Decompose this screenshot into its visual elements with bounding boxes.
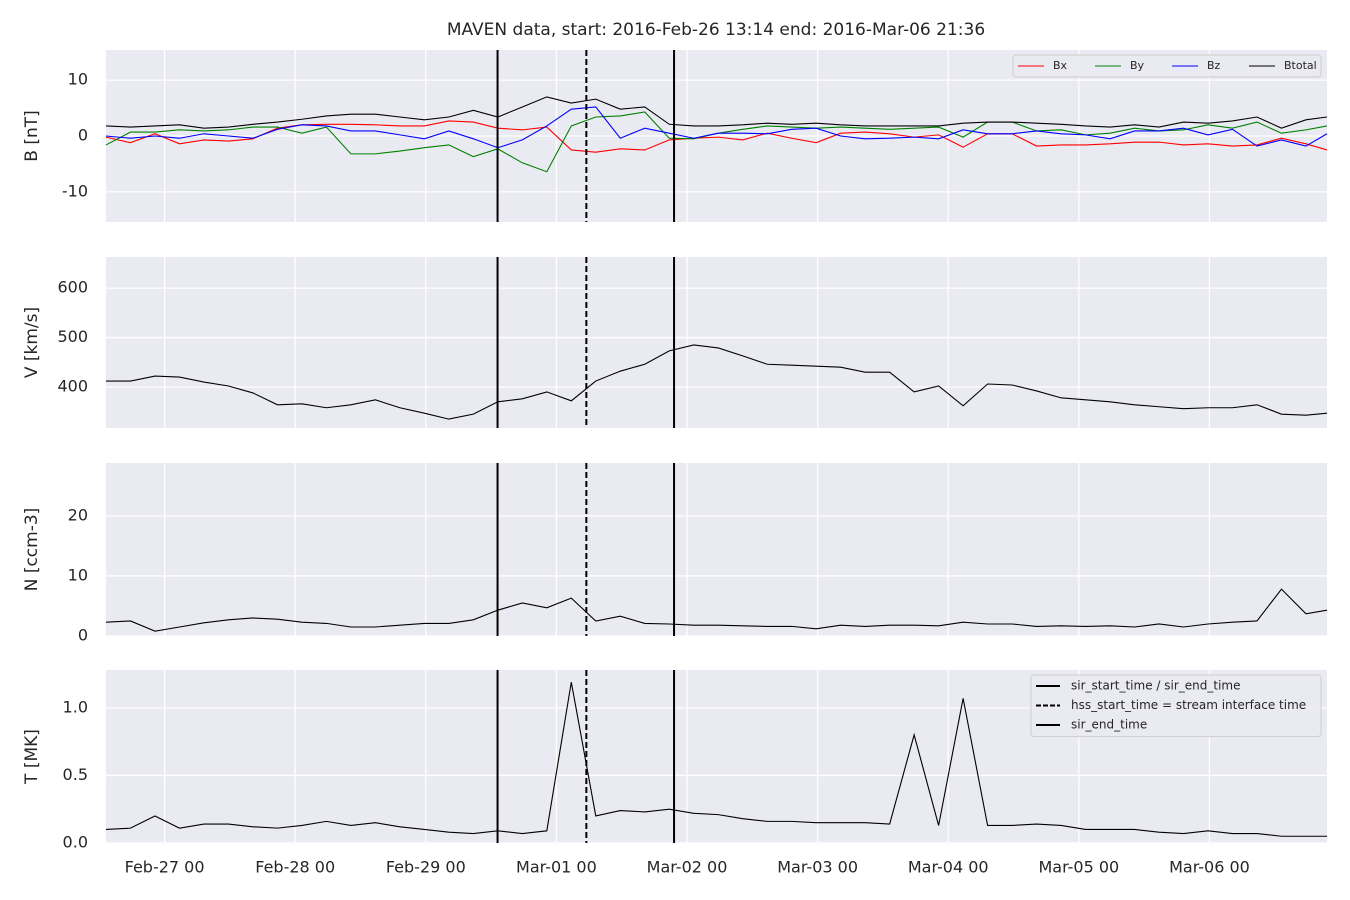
chart-title: MAVEN data, start: 2016-Feb-26 13:14 end… — [447, 20, 985, 40]
legend-label: sir_end_time — [1071, 718, 1147, 732]
y-tick-label: 600 — [57, 278, 88, 297]
plot-background — [106, 463, 1327, 636]
data-line — [106, 344, 1328, 420]
legend: Bx By Bz Btotal — [1012, 54, 1322, 78]
y-tick-label: 0.0 — [63, 833, 88, 852]
x-tick-label: Mar-02 00 — [647, 858, 728, 877]
x-tick-label: Mar-05 00 — [1038, 858, 1119, 877]
legend-label: Btotal — [1284, 59, 1317, 72]
data-line — [105, 106, 1328, 149]
x-tick-label: Mar-01 00 — [516, 858, 597, 877]
legend-label: Bx — [1053, 59, 1068, 72]
data-line — [105, 588, 1328, 632]
y-tick-label: 0 — [78, 626, 88, 645]
y-tick-label: 0.5 — [63, 765, 88, 784]
y-tick-label: 1.0 — [63, 697, 88, 716]
x-tick-label: Mar-06 00 — [1169, 858, 1250, 877]
legend-label: Bz — [1207, 59, 1221, 72]
y-tick-label: 0 — [78, 126, 88, 145]
x-tick-label: Feb-28 00 — [255, 858, 335, 877]
data-line — [105, 682, 1327, 837]
x-tick-label: Mar-03 00 — [777, 858, 858, 877]
legend-box — [1030, 674, 1322, 737]
y-tick-label: -10 — [62, 181, 88, 200]
y-tick-label: 10 — [68, 70, 88, 89]
data-line — [105, 120, 1328, 153]
x-tick-label: Feb-27 00 — [125, 858, 205, 877]
data-line — [105, 96, 1328, 129]
y-tick-label: 20 — [68, 505, 88, 524]
plot-background — [106, 257, 1327, 428]
y-tick-label: 500 — [57, 327, 88, 346]
legend-label: sir_start_time / sir_end_time — [1071, 679, 1241, 693]
y-axis-label: B [nT] — [22, 110, 42, 162]
x-tick-label: Feb-29 00 — [386, 858, 466, 877]
x-tick-label: Mar-04 00 — [908, 858, 989, 877]
legend: sir_start_time / sir_end_time hss_start_t… — [1030, 674, 1322, 737]
legend-label: hss_start_time = stream interface time — [1071, 698, 1306, 712]
y-axis-label: V [km/s] — [22, 307, 42, 378]
legend-label: By — [1130, 59, 1145, 72]
y-tick-label: 10 — [68, 565, 88, 584]
y-tick-label: 400 — [57, 376, 88, 395]
y-axis-label: T [MK] — [22, 729, 42, 785]
y-axis-label: N [ccm-3] — [22, 508, 42, 592]
legend-box — [1012, 54, 1322, 78]
